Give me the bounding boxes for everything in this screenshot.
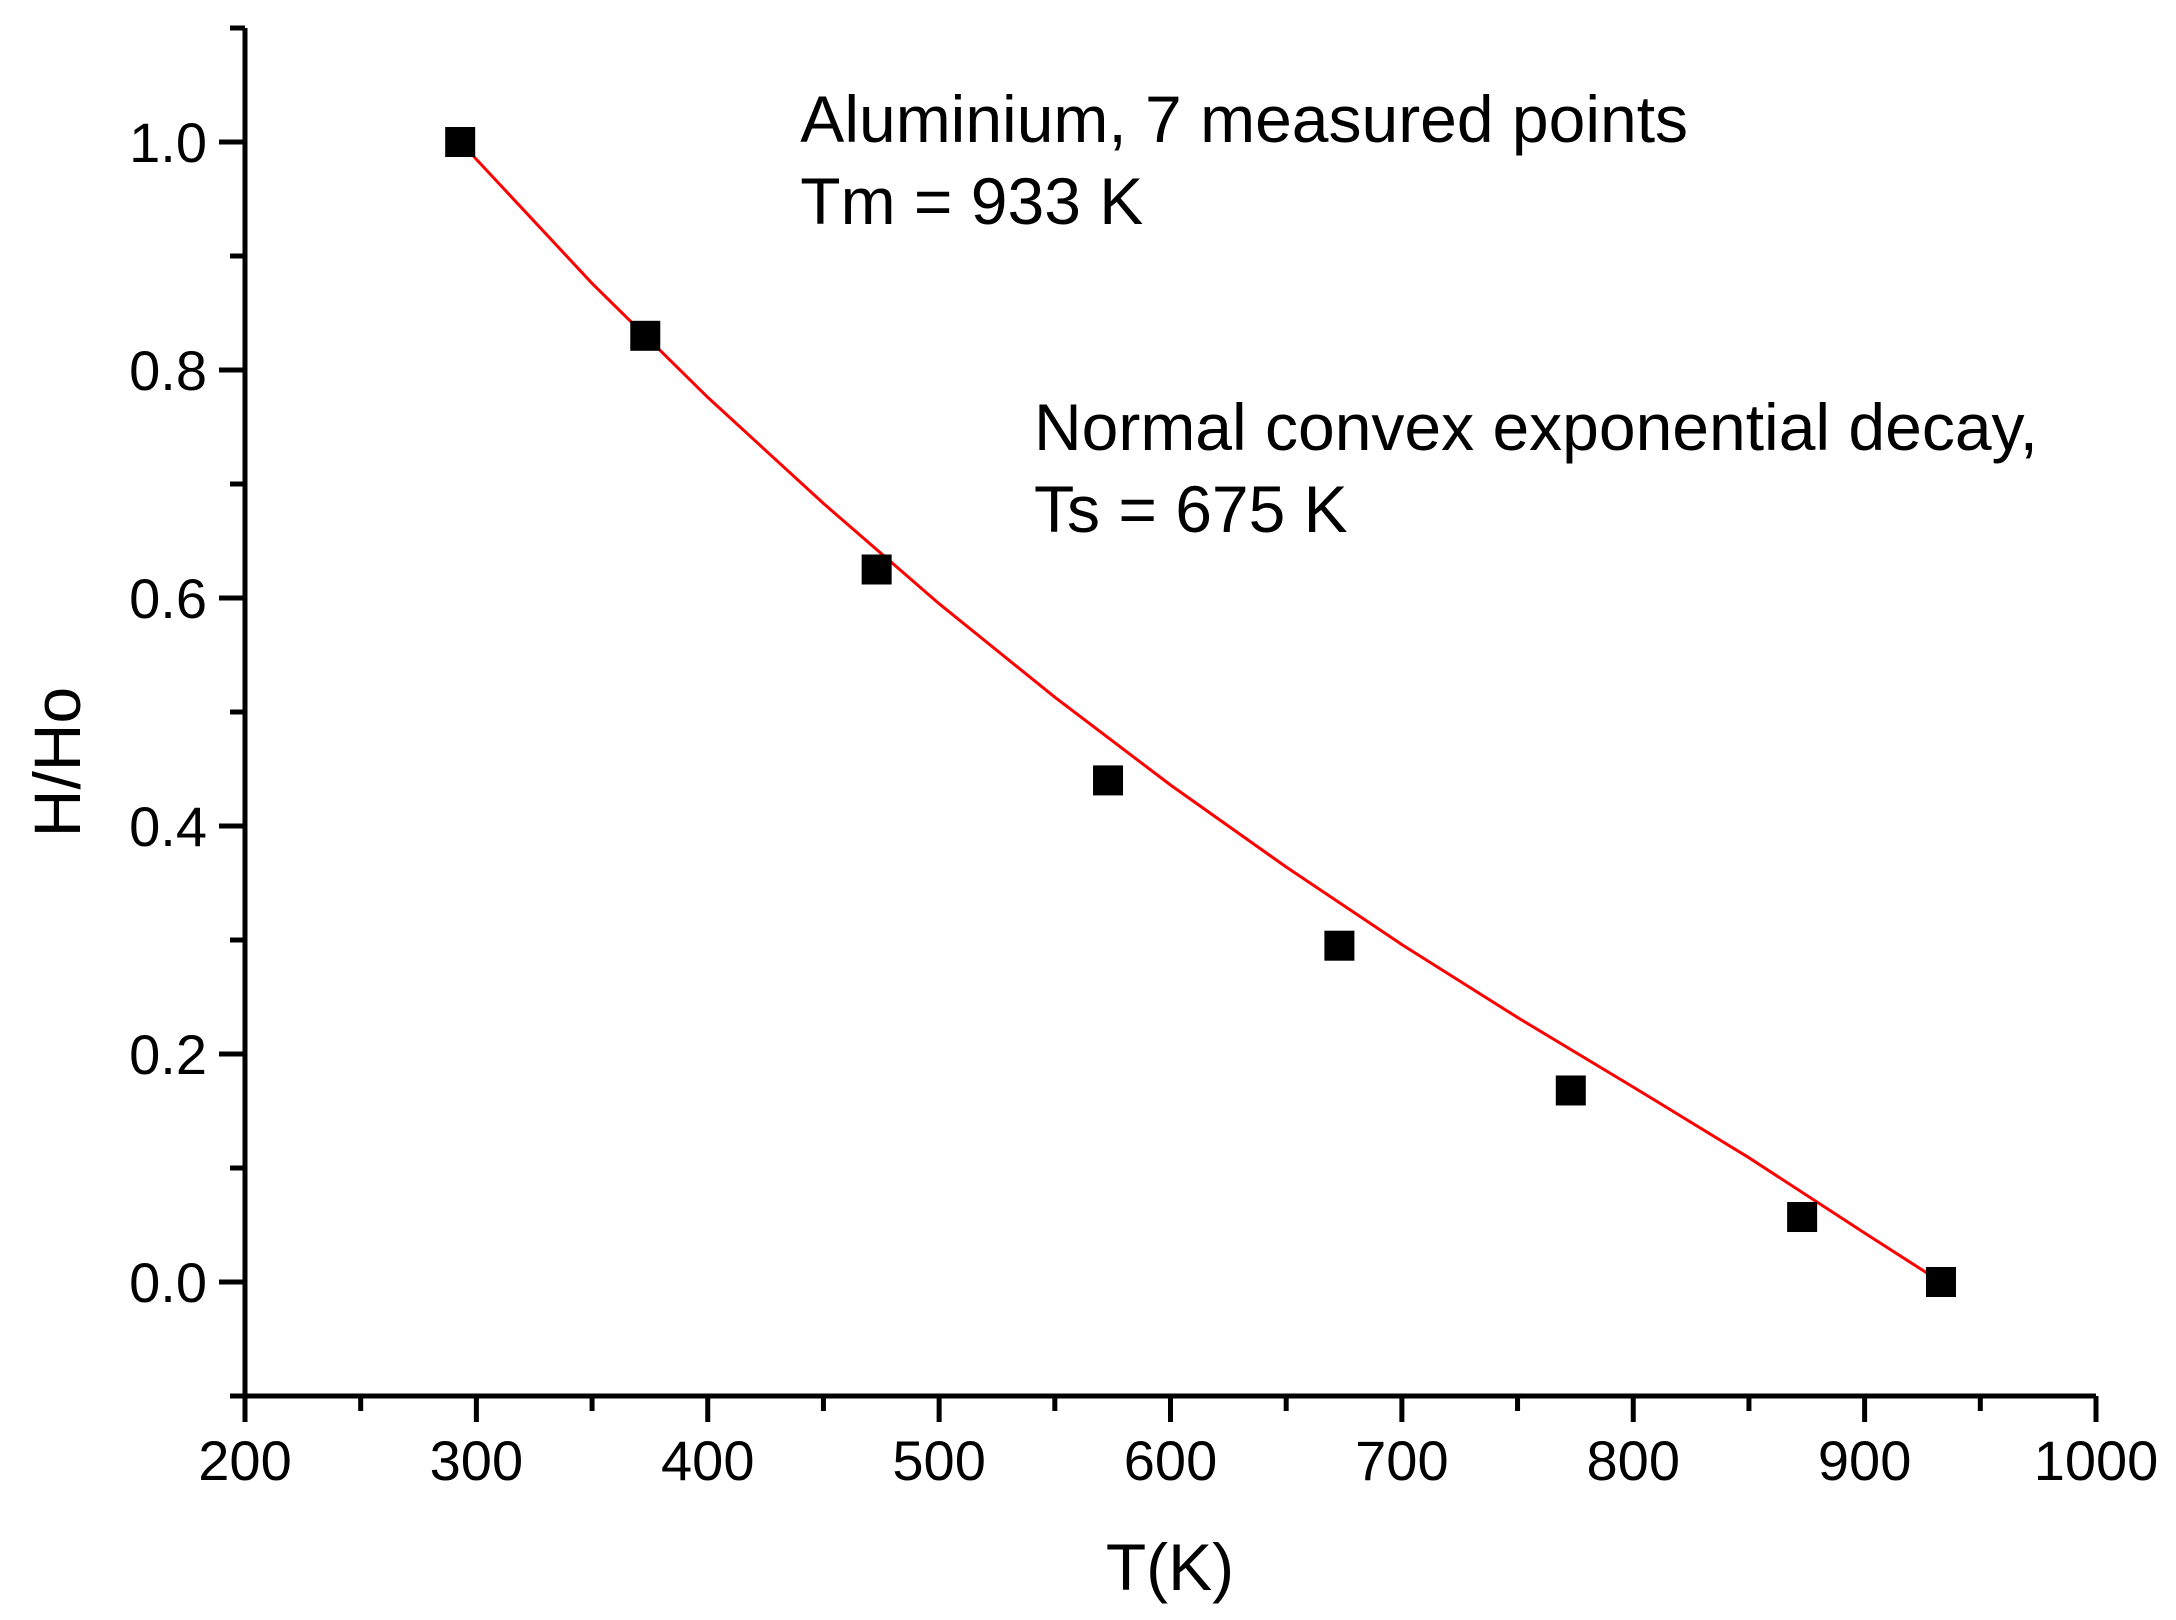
x-tick-label: 1000: [2034, 1429, 2159, 1492]
y-ticks: 0.0 0.2 0.4 0.6 0.8 1.0: [129, 25, 245, 1399]
data-point-marker: [1555, 1075, 1586, 1106]
x-tick-label: 400: [661, 1429, 754, 1492]
data-point-marker: [1093, 765, 1124, 796]
fit-curve-line: [459, 140, 1942, 1284]
axes: [242, 28, 2096, 1399]
y-tick-label: 0.6: [129, 567, 207, 630]
data-point-marker: [861, 554, 892, 585]
y-tick-label: 0.4: [129, 795, 207, 858]
y-tick-label: 0.8: [129, 339, 207, 402]
y-tick-label: 1.0: [129, 111, 207, 174]
x-tick-label: 600: [1124, 1429, 1217, 1492]
y-axis-title: H/Ho: [20, 687, 94, 837]
annotation-line: Ts = 675 K: [1034, 472, 1348, 546]
x-tick-label: 500: [892, 1429, 985, 1492]
annotation-line: Tm = 933 K: [800, 164, 1143, 238]
x-ticks: 200 300 400 500 600 700 800 900 1000: [198, 1396, 2158, 1492]
x-tick-label: 200: [198, 1429, 291, 1492]
series-layer: [445, 127, 1956, 1297]
x-tick-label: 900: [1818, 1429, 1911, 1492]
data-point-marker: [1324, 930, 1355, 961]
x-tick-label: 700: [1355, 1429, 1448, 1492]
annotations: Aluminium, 7 measured points Tm = 933 K No…: [800, 82, 2038, 546]
x-tick-label: 800: [1587, 1429, 1680, 1492]
y-tick-label: 0.0: [129, 1251, 207, 1314]
annotation-line: Aluminium, 7 measured points: [800, 82, 1688, 156]
data-point-marker: [445, 127, 476, 157]
x-tick-label: 300: [430, 1429, 523, 1492]
data-point-marker: [1925, 1267, 1956, 1297]
y-tick-label: 0.2: [129, 1023, 207, 1086]
data-point-marker: [630, 320, 661, 351]
annotation-line: Normal convex exponential decay,: [1034, 390, 2038, 464]
x-axis-title: T(K): [1106, 1530, 1234, 1604]
data-point-marker: [1787, 1202, 1818, 1233]
